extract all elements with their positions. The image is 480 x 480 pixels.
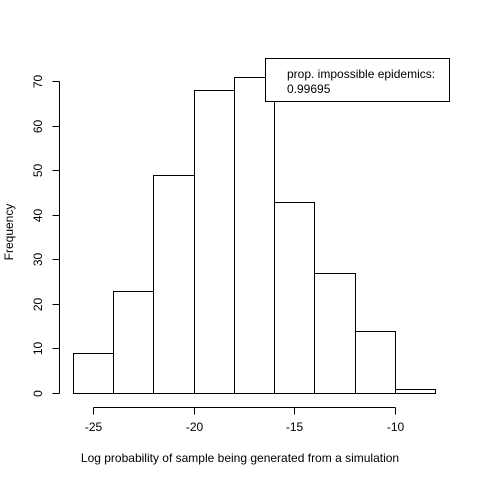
y-tick-label: 10 xyxy=(31,342,45,356)
x-tick-label: -25 xyxy=(85,420,103,434)
x-tick-label: -20 xyxy=(186,420,204,434)
legend-label: prop. impossible epidemics: xyxy=(287,67,435,81)
histogram-bar xyxy=(395,389,436,394)
legend-value: 0.99695 xyxy=(287,82,331,96)
histogram-bar xyxy=(113,291,154,394)
histogram-bar xyxy=(314,273,356,394)
histogram-bar xyxy=(73,353,114,394)
y-tick-label: 20 xyxy=(31,298,45,312)
x-axis-title: Log probability of sample being generate… xyxy=(81,451,399,465)
y-tick-label: 0 xyxy=(31,390,45,397)
y-tick-label: 40 xyxy=(31,209,45,223)
y-tick-label: 70 xyxy=(31,75,45,89)
x-axis: -25 -20 -15 -10 xyxy=(85,407,405,434)
legend-box xyxy=(265,58,450,102)
histogram-bar xyxy=(153,175,195,394)
y-axis-title: Frequency xyxy=(2,204,16,261)
legend: prop. impossible epidemics: 0.99695 xyxy=(265,58,450,102)
histogram-bar xyxy=(234,77,275,394)
x-tick-label: -15 xyxy=(286,420,304,434)
histogram-bar xyxy=(274,202,315,394)
y-tick-label: 60 xyxy=(31,120,45,134)
x-tick-label: -10 xyxy=(387,420,405,434)
y-tick-label: 30 xyxy=(31,253,45,267)
histogram-bar xyxy=(355,331,396,394)
histogram-bar xyxy=(194,90,235,394)
bars-group xyxy=(73,77,436,394)
y-tick-label: 50 xyxy=(31,164,45,178)
y-axis: 0 10 20 30 40 50 60 70 xyxy=(31,75,60,397)
